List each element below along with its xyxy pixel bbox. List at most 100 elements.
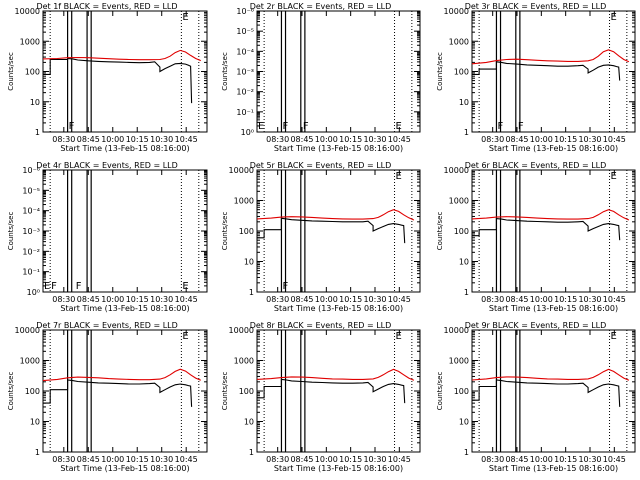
- x-tick-label: 10:00: [101, 455, 124, 464]
- y-tick-label: 10: [30, 98, 40, 107]
- y-tick-label: 10⁻³: [22, 227, 40, 236]
- marker-letter-f: F: [282, 281, 288, 292]
- y-tick-label: 1000: [234, 357, 254, 366]
- y-tick-label: 100: [454, 387, 469, 396]
- x-tick-label: 10:30: [363, 455, 386, 464]
- x-tick-label: 10:45: [175, 455, 198, 464]
- marker-letter-f: F: [282, 121, 288, 132]
- y-tick-label: 100: [239, 227, 254, 236]
- x-tick-label: 10:15: [339, 455, 362, 464]
- x-tick-label: 08:45: [505, 295, 528, 304]
- marker-letter-e: E: [611, 12, 617, 23]
- marker-letter-f: F: [51, 281, 57, 292]
- y-tick-label: 10: [459, 98, 469, 107]
- y-tick-label: 10000: [444, 166, 469, 175]
- y-tick-label: 1: [464, 448, 469, 457]
- y-axis-label: Counts/sec: [221, 52, 229, 91]
- x-tick-label: 10:15: [554, 295, 577, 304]
- y-tick-label: 10⁻⁶: [236, 7, 254, 16]
- marker-letter-e: E: [396, 121, 402, 132]
- y-tick-label: 1: [249, 288, 254, 297]
- y-axis-label: Counts/sec: [436, 212, 444, 251]
- x-tick-label: 10:45: [388, 455, 411, 464]
- detector-panel-1: 1 10 100 1000 10000 08:30 08:45 10:00 10:15 10:30…: [7, 2, 208, 153]
- y-tick-label: 10: [244, 418, 254, 427]
- y-tick-label: 1: [249, 448, 254, 457]
- x-tick-label: 10:15: [126, 295, 149, 304]
- panel-title: Det 3r BLACK = Events, RED = LLD: [465, 2, 607, 11]
- y-tick-label: 100: [454, 68, 469, 77]
- x-axis-label: Start Time (13-Feb-15 08:16:00): [489, 304, 618, 313]
- x-tick-label: 10:15: [339, 135, 362, 144]
- marker-letter-e: E: [44, 281, 50, 292]
- y-tick-label: 100: [454, 227, 469, 236]
- x-tick-label: 08:30: [52, 295, 75, 304]
- y-tick-label: 10000: [229, 166, 254, 175]
- y-tick-label: 100: [25, 387, 40, 396]
- y-axis-label: Counts/sec: [221, 212, 229, 251]
- x-tick-label: 10:00: [101, 295, 124, 304]
- x-tick-label: 10:15: [126, 135, 149, 144]
- x-tick-label: 08:30: [266, 295, 289, 304]
- panel-title: Det 6r BLACK = Events, RED = LLD: [465, 161, 607, 170]
- lld-series-line: [42, 368, 202, 382]
- x-tick-label: 10:45: [388, 135, 411, 144]
- x-tick-label: 08:30: [481, 135, 504, 144]
- y-tick-label: 10: [244, 258, 254, 267]
- y-axis-label: Counts/sec: [436, 52, 444, 91]
- x-tick-label: 10:15: [554, 135, 577, 144]
- events-series-line: [472, 217, 621, 241]
- x-tick-label: 10:45: [603, 135, 626, 144]
- marker-letter-e: E: [182, 281, 188, 292]
- marker-letter-e: E: [182, 331, 188, 342]
- x-tick-label: 08:30: [52, 455, 75, 464]
- x-tick-label: 10:00: [530, 295, 553, 304]
- y-tick-label: 1000: [234, 197, 254, 206]
- y-axis-label: Counts/sec: [7, 212, 15, 251]
- x-tick-label: 08:30: [481, 455, 504, 464]
- y-tick-label: 10⁻⁵: [22, 186, 40, 195]
- detector-panel-6: 1 10 100 1000 10000 08:30 08:45 10:00 10:15 10:30…: [436, 161, 636, 313]
- detector-panel-9: 1 10 100 1000 10000 08:30 08:45 10:00 10:15 10:30…: [436, 321, 636, 473]
- marker-letter-e: E: [396, 171, 402, 182]
- x-tick-label: 08:45: [290, 455, 313, 464]
- y-tick-label: 10000: [15, 326, 40, 335]
- lld-series-line: [471, 49, 630, 65]
- y-tick-label: 10⁻³: [236, 68, 254, 77]
- marker-letter-e: E: [182, 12, 188, 23]
- y-tick-label: 10: [30, 418, 40, 427]
- y-tick-label: 10⁻²: [236, 88, 254, 97]
- y-tick-label: 1000: [20, 37, 40, 46]
- x-tick-label: 10:45: [603, 455, 626, 464]
- y-axis-label: Counts/sec: [436, 372, 444, 411]
- y-axis-label: Counts/sec: [221, 372, 229, 411]
- panel-title: Det 7r BLACK = Events, RED = LLD: [36, 321, 178, 330]
- x-tick-label: 08:45: [290, 135, 313, 144]
- x-tick-label: 08:30: [266, 135, 289, 144]
- y-tick-label: 10⁻¹: [236, 108, 254, 117]
- detector-panel-8: 1 10 100 1000 10000 08:30 08:45 10:00 10:15 10:30…: [221, 321, 421, 473]
- x-tick-label: 08:45: [77, 295, 100, 304]
- panel-title: Det 2r BLACK = Events, RED = LLD: [250, 2, 392, 11]
- x-tick-label: 10:30: [150, 295, 173, 304]
- x-tick-label: 08:45: [505, 135, 528, 144]
- y-tick-label: 10000: [229, 326, 254, 335]
- lld-series-line: [471, 368, 630, 381]
- y-tick-label: 1: [464, 128, 469, 137]
- x-tick-label: 10:45: [603, 295, 626, 304]
- panel-title: Det 9r BLACK = Events, RED = LLD: [465, 321, 607, 330]
- y-tick-label: 1: [35, 448, 40, 457]
- events-series-line: [472, 379, 621, 407]
- marker-letter-f: F: [69, 121, 75, 132]
- lld-series-line: [42, 49, 202, 62]
- x-tick-label: 08:45: [77, 135, 100, 144]
- x-axis-label: Start Time (13-Feb-15 08:16:00): [489, 144, 618, 153]
- x-tick-label: 10:30: [150, 455, 173, 464]
- x-tick-label: 10:30: [578, 295, 601, 304]
- events-series-line: [472, 61, 621, 81]
- lld-series-line: [256, 368, 415, 381]
- y-tick-label: 10⁰: [241, 128, 254, 137]
- x-tick-label: 10:15: [126, 455, 149, 464]
